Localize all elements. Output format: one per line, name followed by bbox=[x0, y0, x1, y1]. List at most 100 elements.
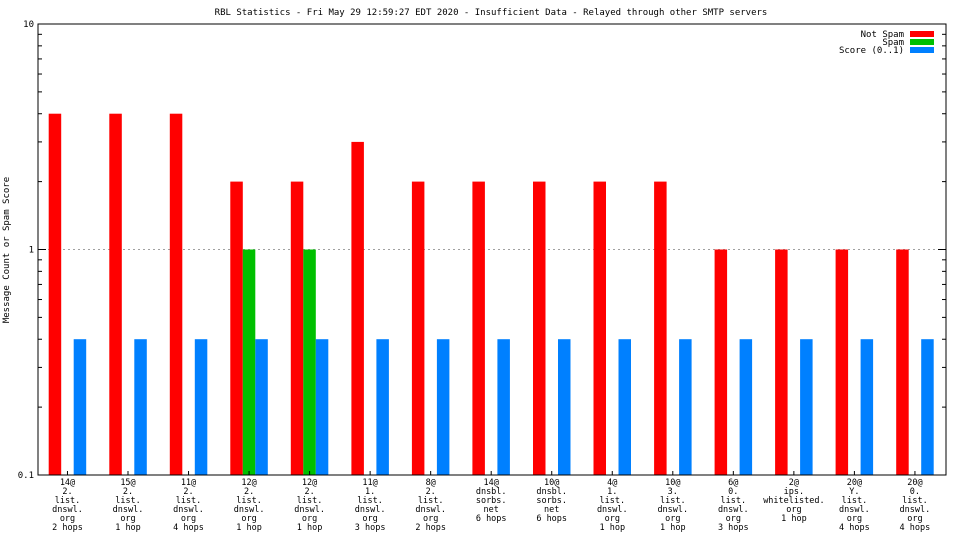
x-tick-label-line: list. bbox=[297, 496, 323, 506]
x-tick-label-line: list. bbox=[842, 496, 868, 506]
legend-swatch bbox=[910, 31, 934, 37]
x-tick-label-line: org bbox=[726, 514, 741, 524]
bar-score-0-1 bbox=[73, 339, 87, 475]
bar-score-0-1 bbox=[194, 339, 208, 475]
x-tick-label-line: dnswl. bbox=[657, 505, 688, 515]
bar-score-0-1 bbox=[315, 339, 329, 475]
bar-score-0-1 bbox=[618, 339, 631, 475]
bar-score-0-1 bbox=[376, 339, 389, 475]
x-tick-label-line: dnswl. bbox=[900, 505, 931, 515]
bar-not-spam bbox=[230, 181, 243, 475]
x-tick-label-line: 12@ bbox=[302, 478, 317, 488]
bar-not-spam bbox=[654, 181, 667, 475]
x-tick-label-line: 2@ bbox=[789, 478, 799, 488]
x-tick-label-line: org bbox=[241, 514, 256, 524]
x-tick-label-line: dnsbl. bbox=[476, 487, 507, 497]
x-tick-label-line: 4@ bbox=[607, 478, 617, 488]
x-tick-label-line: 14@ bbox=[60, 478, 75, 488]
x-tick-label-line: whitelisted. bbox=[763, 496, 824, 506]
bar-score-0-1 bbox=[255, 339, 268, 475]
x-tick-label-line: 6 hops bbox=[476, 514, 507, 524]
bar-not-spam bbox=[411, 181, 425, 475]
x-tick-label-line: org bbox=[423, 514, 438, 524]
bar-score-0-1 bbox=[860, 339, 874, 475]
x-tick-label-line: 2. bbox=[183, 487, 193, 497]
x-tick-label-line: 3 hops bbox=[355, 523, 386, 533]
bar-score-0-1 bbox=[558, 339, 571, 475]
x-tick-label-line: 1. bbox=[365, 487, 375, 497]
legend-swatch bbox=[910, 39, 934, 45]
x-tick-label-line: 12@ bbox=[241, 478, 256, 488]
x-tick-label: 10@ 3. list. dnswl. org 1 hop bbox=[657, 478, 688, 533]
x-tick-label-line: 1 hop bbox=[600, 523, 626, 533]
bar-score-0-1 bbox=[134, 339, 147, 475]
x-tick-label: 10@ dnsbl. sorbs. net 6 hops bbox=[536, 478, 567, 524]
bar-not-spam bbox=[533, 181, 546, 475]
x-tick-label-line: list. bbox=[902, 496, 928, 506]
x-tick-label-line: 10@ bbox=[544, 478, 559, 488]
x-tick-label-line: 2. bbox=[304, 487, 314, 497]
bar-not-spam bbox=[48, 113, 62, 475]
x-tick-label-line: 10@ bbox=[665, 478, 680, 488]
bar-not-spam bbox=[775, 249, 788, 475]
bar-not-spam bbox=[593, 181, 606, 475]
bar-not-spam bbox=[472, 181, 485, 475]
x-tick-label-line: 0. bbox=[910, 487, 920, 497]
x-tick-label: 8@ 2. list. dnswl. org 2 hops bbox=[415, 478, 446, 533]
x-tick-label-line: 1 hop bbox=[660, 523, 686, 533]
x-tick-label-line: ips. bbox=[784, 487, 804, 497]
x-tick-label-line: org bbox=[302, 514, 317, 524]
x-tick-label-line: dnswl. bbox=[113, 505, 144, 515]
bar-score-0-1 bbox=[679, 339, 692, 475]
bar-not-spam bbox=[290, 181, 304, 475]
x-tick-label-line: 1 hop bbox=[115, 523, 141, 533]
x-tick-label-line: 11@ bbox=[362, 478, 377, 488]
x-tick-label-line: 2 hops bbox=[415, 523, 446, 533]
x-tick-label-line: net bbox=[484, 505, 499, 515]
x-tick-label: 11@ 1. list. dnswl. org 3 hops bbox=[355, 478, 386, 533]
x-tick-label: 2@ ips. whitelisted. org 1 hop bbox=[763, 478, 824, 524]
x-tick-label-line: 4 hops bbox=[173, 523, 204, 533]
x-tick-label-line: 20@ bbox=[907, 478, 922, 488]
bar-not-spam bbox=[351, 141, 364, 475]
x-tick-label: 12@ 2. list. dnswl. org 1 hop bbox=[234, 478, 265, 533]
x-tick-label-line: 6@ bbox=[728, 478, 738, 488]
x-tick-label-line: 1 hop bbox=[236, 523, 262, 533]
bar-not-spam bbox=[714, 249, 728, 475]
x-tick-label-line: 2 hops bbox=[52, 523, 83, 533]
y-axis-label: Message Count or Spam Score bbox=[2, 177, 12, 323]
x-tick-label-line: list. bbox=[176, 496, 202, 506]
bar-not-spam bbox=[109, 113, 122, 475]
x-tick-label-line: 0. bbox=[728, 487, 738, 497]
x-tick-label-line: 15@ bbox=[120, 478, 135, 488]
x-tick-label-line: 11@ bbox=[181, 478, 196, 488]
x-tick-label-line: 8@ bbox=[426, 478, 436, 488]
x-tick-label-line: list. bbox=[55, 496, 81, 506]
legend-label: Score (0..1) bbox=[839, 46, 904, 56]
x-tick-label-line: list. bbox=[418, 496, 444, 506]
x-tick-label-line: org bbox=[362, 514, 377, 524]
legend-label: Not Spam bbox=[861, 30, 904, 40]
x-tick-label-line: org bbox=[786, 505, 801, 515]
y-tick-label: 1 bbox=[29, 246, 34, 256]
bar-score-0-1 bbox=[800, 339, 813, 475]
x-tick-label-line: dnswl. bbox=[597, 505, 628, 515]
x-tick-label-line: dnswl. bbox=[415, 505, 446, 515]
x-tick-label-line: dnswl. bbox=[52, 505, 83, 515]
x-tick-label-line: 4 hops bbox=[900, 523, 931, 533]
x-tick-label-line: dnswl. bbox=[718, 505, 749, 515]
x-tick-label-line: list. bbox=[357, 496, 383, 506]
bar-not-spam bbox=[169, 113, 183, 475]
axis-ticks bbox=[38, 23, 946, 476]
x-tick-label-line: 6 hops bbox=[536, 514, 567, 524]
x-tick-label-line: org bbox=[181, 514, 196, 524]
x-tick-label-line: list. bbox=[236, 496, 262, 506]
x-tick-label-line: Y. bbox=[849, 487, 859, 497]
bar-score-0-1 bbox=[739, 339, 753, 475]
x-tick-label: 14@ 2. list. dnswl. org 2 hops bbox=[52, 478, 83, 533]
x-tick-label-line: 2. bbox=[244, 487, 254, 497]
bar-score-0-1 bbox=[497, 339, 510, 475]
x-tick-label-line: list. bbox=[660, 496, 686, 506]
